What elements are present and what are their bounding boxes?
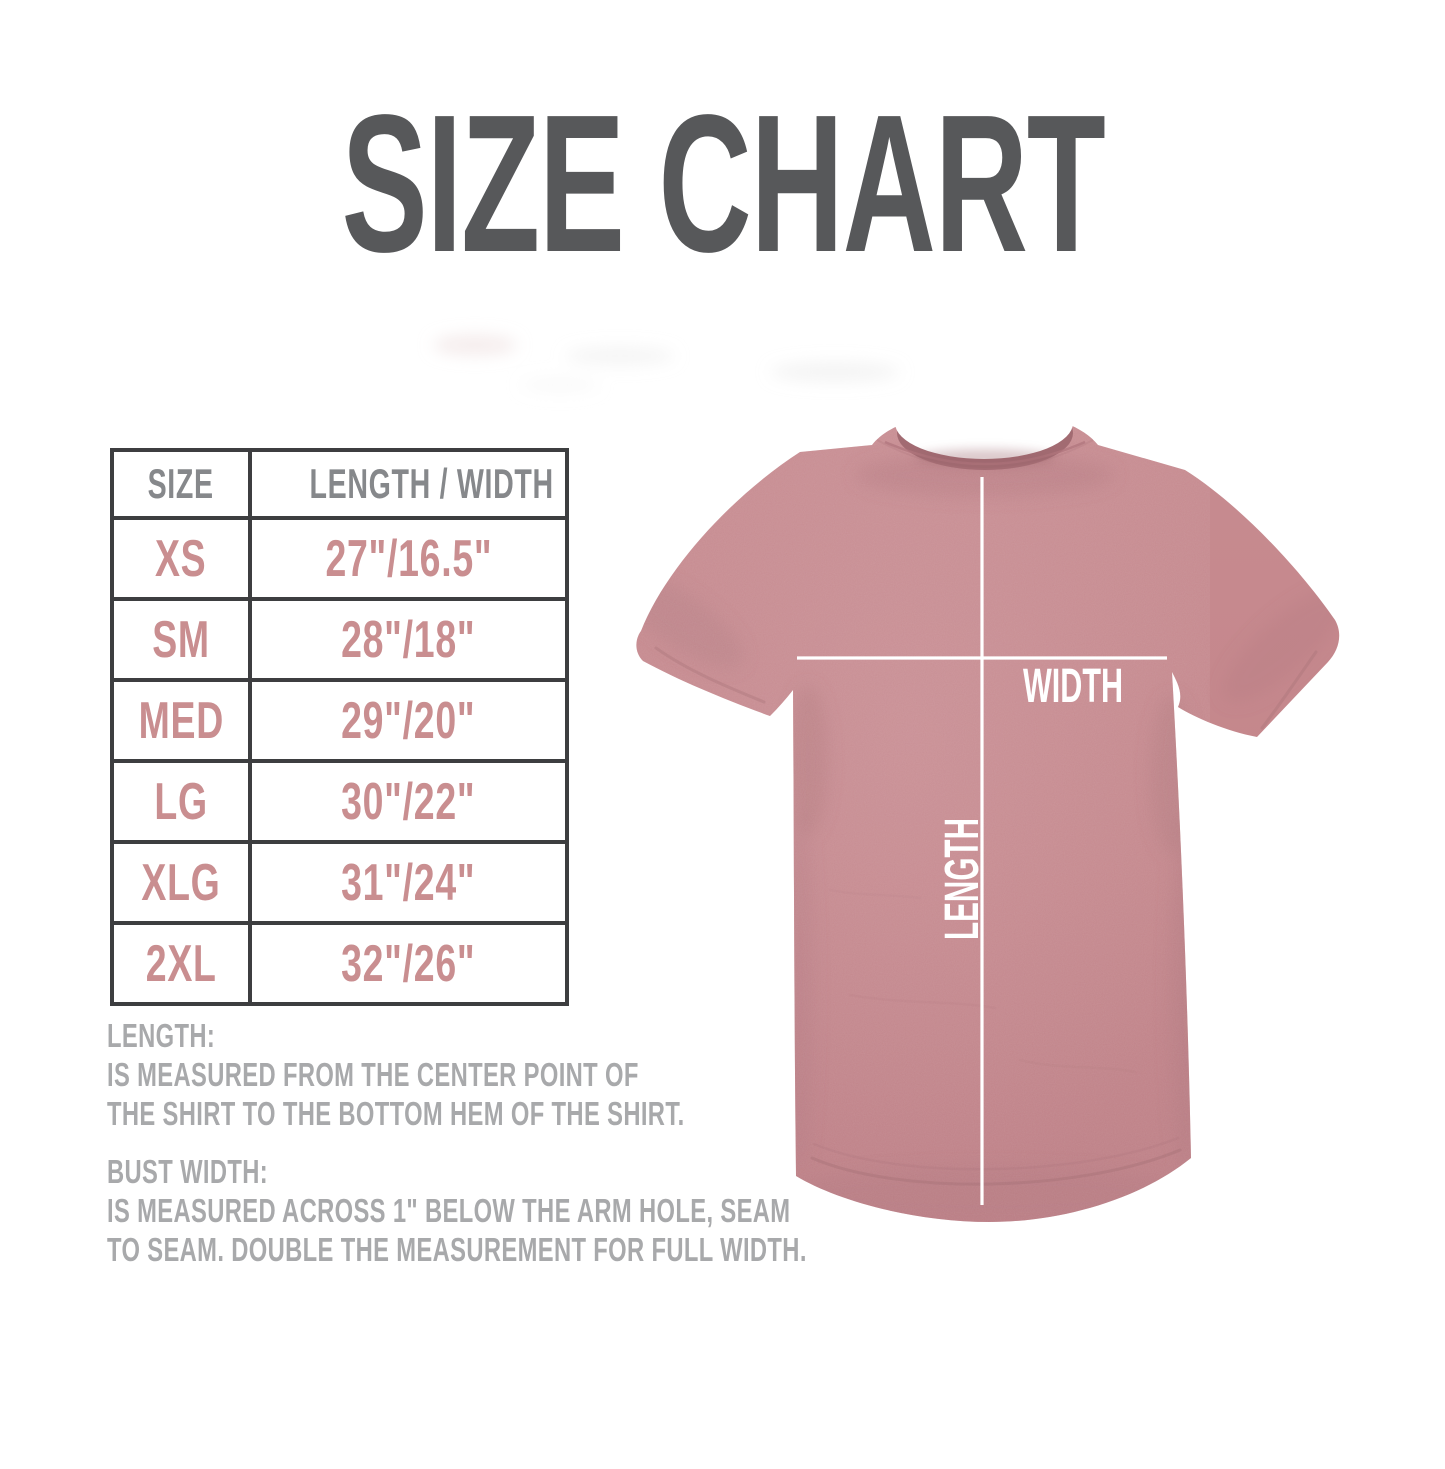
length-label: LENGTH bbox=[936, 818, 989, 940]
measurement-cell: 31"/24" bbox=[248, 840, 569, 925]
page-title-text: SIZE CHART bbox=[341, 74, 1105, 293]
length-note-line: THE SHIRT TO THE BOTTOM HEM OF THE SHIRT… bbox=[107, 1095, 685, 1132]
measurement-cell: 29"/20" bbox=[248, 678, 569, 763]
table-row: XS 27"/16.5" bbox=[110, 516, 569, 601]
measurement-cell: 27"/16.5" bbox=[248, 516, 569, 601]
table-row: 2XL 32"/26" bbox=[110, 921, 569, 1006]
bust-note-label: BUST WIDTH: bbox=[107, 1153, 269, 1190]
size-cell: XLG bbox=[110, 840, 252, 925]
table-row: SM 28"/18" bbox=[110, 597, 569, 682]
measurement-overlay: WIDTH LENGTH bbox=[797, 477, 1167, 1205]
page-title: SIZE CHART bbox=[0, 86, 1445, 282]
bust-width-note: BUST WIDTH: IS MEASURED ACROSS 1" BELOW … bbox=[107, 1152, 1079, 1269]
size-cell: LG bbox=[110, 759, 252, 844]
table-row: XLG 31"/24" bbox=[110, 840, 569, 925]
bust-note-line: IS MEASURED ACROSS 1" BELOW THE ARM HOLE… bbox=[107, 1192, 791, 1229]
table-header-row: SIZE LENGTH / WIDTH bbox=[110, 448, 569, 520]
size-table: SIZE LENGTH / WIDTH XS 27"/16.5" SM 28"/… bbox=[110, 448, 569, 1006]
size-cell: 2XL bbox=[110, 921, 252, 1006]
measurement-cell: 30"/22" bbox=[248, 759, 569, 844]
tshirt-svg: WIDTH LENGTH bbox=[433, 335, 1340, 1222]
table-header-length-width: LENGTH / WIDTH bbox=[248, 448, 569, 520]
size-cell: XS bbox=[110, 516, 252, 601]
bust-note-line: TO SEAM. DOUBLE THE MEASUREMENT FOR FULL… bbox=[107, 1231, 807, 1268]
size-cell: MED bbox=[110, 678, 252, 763]
length-note: LENGTH: IS MEASURED FROM THE CENTER POIN… bbox=[107, 1016, 909, 1133]
tshirt-figure: WIDTH LENGTH bbox=[380, 290, 1400, 1250]
table-header-size: SIZE bbox=[110, 448, 252, 520]
length-note-label: LENGTH: bbox=[107, 1017, 216, 1054]
table-row: MED 29"/20" bbox=[110, 678, 569, 763]
measurement-cell: 28"/18" bbox=[248, 597, 569, 682]
length-note-line: IS MEASURED FROM THE CENTER POINT OF bbox=[107, 1056, 639, 1093]
tshirt-collar bbox=[876, 387, 1094, 470]
background-smudges bbox=[433, 335, 900, 393]
size-cell: SM bbox=[110, 597, 252, 682]
table-row: LG 30"/22" bbox=[110, 759, 569, 844]
width-label: WIDTH bbox=[1023, 660, 1123, 713]
measurement-cell: 32"/26" bbox=[248, 921, 569, 1006]
